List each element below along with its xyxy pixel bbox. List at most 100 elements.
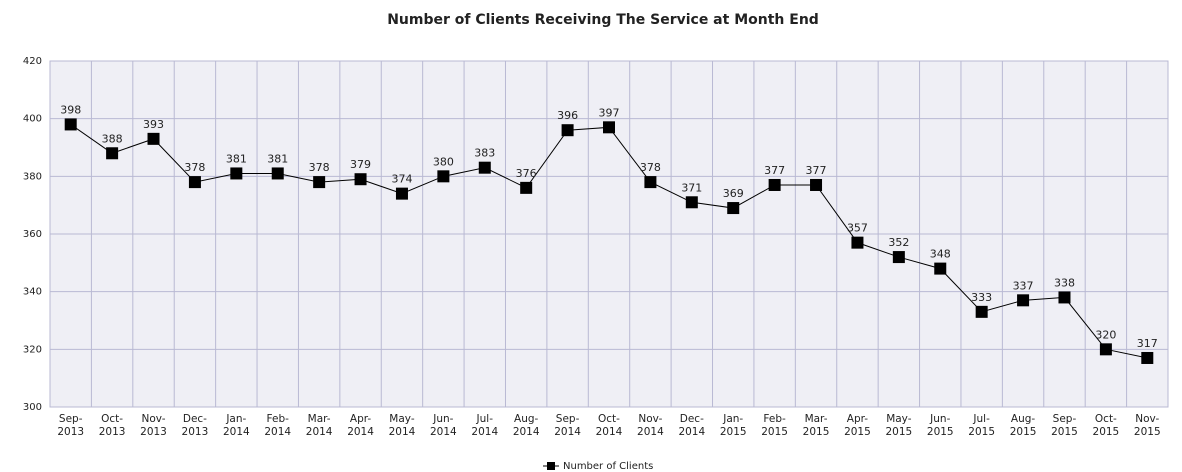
x-tick-line: 2014 xyxy=(264,426,291,438)
x-tick-line: Jan- xyxy=(225,413,246,425)
x-tick-label: Jul-2014 xyxy=(471,413,498,438)
data-label: 371 xyxy=(681,181,702,194)
data-label: 396 xyxy=(557,109,578,122)
x-tick-line: 2015 xyxy=(803,426,830,438)
x-tick-line: 2015 xyxy=(1051,426,1078,438)
x-tick-line: Nov- xyxy=(1135,413,1159,425)
data-label: 352 xyxy=(888,236,909,249)
y-tick-label: 400 xyxy=(23,114,42,125)
point-marker xyxy=(561,124,574,137)
data-label: 317 xyxy=(1137,337,1158,350)
x-tick-line: Feb- xyxy=(267,413,290,425)
x-tick-label: Sep-2015 xyxy=(1051,413,1078,438)
x-tick-label: Apr-2015 xyxy=(844,413,871,438)
x-tick-line: 2013 xyxy=(182,426,209,438)
point-marker xyxy=(354,173,367,186)
point-marker xyxy=(230,167,243,180)
point-marker xyxy=(1099,343,1112,356)
point-marker xyxy=(1017,294,1030,307)
x-tick-line: 2014 xyxy=(596,426,623,438)
x-tick-line: Aug- xyxy=(1011,413,1036,425)
point-marker xyxy=(313,176,326,189)
data-label: 369 xyxy=(723,187,744,200)
x-tick-label: Aug-2014 xyxy=(513,413,540,438)
x-tick-line: Oct- xyxy=(101,413,123,425)
x-tick-line: Jan- xyxy=(722,413,743,425)
data-label: 374 xyxy=(391,173,412,186)
data-label: 398 xyxy=(60,103,81,116)
x-tick-label: Nov-2013 xyxy=(140,413,167,438)
point-marker xyxy=(478,161,491,174)
point-marker xyxy=(106,147,119,160)
point-marker xyxy=(271,167,284,180)
x-tick-label: Sep-2013 xyxy=(57,413,84,438)
x-tick-line: Oct- xyxy=(598,413,620,425)
x-tick-line: Apr- xyxy=(350,413,371,425)
x-tick-line: 2014 xyxy=(430,426,457,438)
data-label: 377 xyxy=(764,164,785,177)
data-label: 348 xyxy=(930,248,951,261)
point-marker xyxy=(64,118,77,131)
point-marker xyxy=(437,170,450,183)
x-tick-line: 2014 xyxy=(306,426,333,438)
data-label: 337 xyxy=(1013,279,1034,292)
y-tick-label: 320 xyxy=(23,344,42,355)
x-tick-line: Mar- xyxy=(805,413,828,425)
data-label: 357 xyxy=(847,222,868,235)
x-tick-line: Mar- xyxy=(308,413,331,425)
data-label: 397 xyxy=(599,106,620,119)
x-tick-label: Oct-2013 xyxy=(99,413,126,438)
point-marker xyxy=(768,178,781,191)
x-tick-line: 2014 xyxy=(637,426,664,438)
point-marker xyxy=(727,202,740,215)
x-tick-line: Jul- xyxy=(476,413,494,425)
x-tick-label: Dec-2013 xyxy=(182,413,209,438)
x-tick-label: Oct-2014 xyxy=(596,413,623,438)
point-marker xyxy=(975,305,988,318)
data-label: 383 xyxy=(474,147,495,160)
x-tick-label: Oct-2015 xyxy=(1093,413,1120,438)
x-tick-label: Feb-2014 xyxy=(264,413,291,438)
x-tick-label: Jan-2014 xyxy=(223,413,250,438)
x-tick-label: Jun-2015 xyxy=(927,413,954,438)
y-tick-label: 420 xyxy=(23,56,42,67)
point-marker xyxy=(188,176,201,189)
data-label: 320 xyxy=(1095,328,1116,341)
data-label: 381 xyxy=(226,152,247,165)
x-tick-line: 2014 xyxy=(513,426,540,438)
x-tick-label: Mar-2015 xyxy=(803,413,830,438)
data-label: 377 xyxy=(806,164,827,177)
y-tick-label: 360 xyxy=(23,229,42,240)
x-tick-line: 2015 xyxy=(720,426,747,438)
x-tick-line: Feb- xyxy=(763,413,786,425)
point-marker xyxy=(603,121,615,134)
point-marker xyxy=(851,236,864,249)
x-tick-line: Jun- xyxy=(929,413,950,425)
data-label: 378 xyxy=(640,161,661,174)
data-label: 379 xyxy=(350,158,371,171)
x-tick-line: May- xyxy=(389,413,415,425)
x-tick-line: Apr- xyxy=(847,413,868,425)
x-tick-line: 2015 xyxy=(1134,426,1161,438)
y-tick-label: 380 xyxy=(23,171,42,182)
x-tick-line: Jul- xyxy=(972,413,990,425)
point-marker xyxy=(1141,351,1154,364)
data-label: 333 xyxy=(971,291,992,304)
data-label: 393 xyxy=(143,118,164,131)
x-tick-label: May-2014 xyxy=(389,413,416,438)
point-marker xyxy=(685,196,698,209)
x-tick-label: Nov-2015 xyxy=(1134,413,1161,438)
point-marker xyxy=(644,176,657,189)
x-tick-line: 2014 xyxy=(389,426,416,438)
x-tick-line: Dec- xyxy=(680,413,704,425)
x-tick-line: Sep- xyxy=(556,413,580,425)
legend-label: Number of Clients xyxy=(563,461,653,472)
x-tick-line: 2015 xyxy=(844,426,871,438)
x-tick-line: 2014 xyxy=(223,426,250,438)
x-tick-line: 2014 xyxy=(347,426,374,438)
y-tick-label: 300 xyxy=(23,402,42,413)
chart-title: Number of Clients Receiving The Service … xyxy=(387,12,819,28)
x-tick-label: Sep-2014 xyxy=(554,413,581,438)
x-tick-line: 2013 xyxy=(140,426,167,438)
